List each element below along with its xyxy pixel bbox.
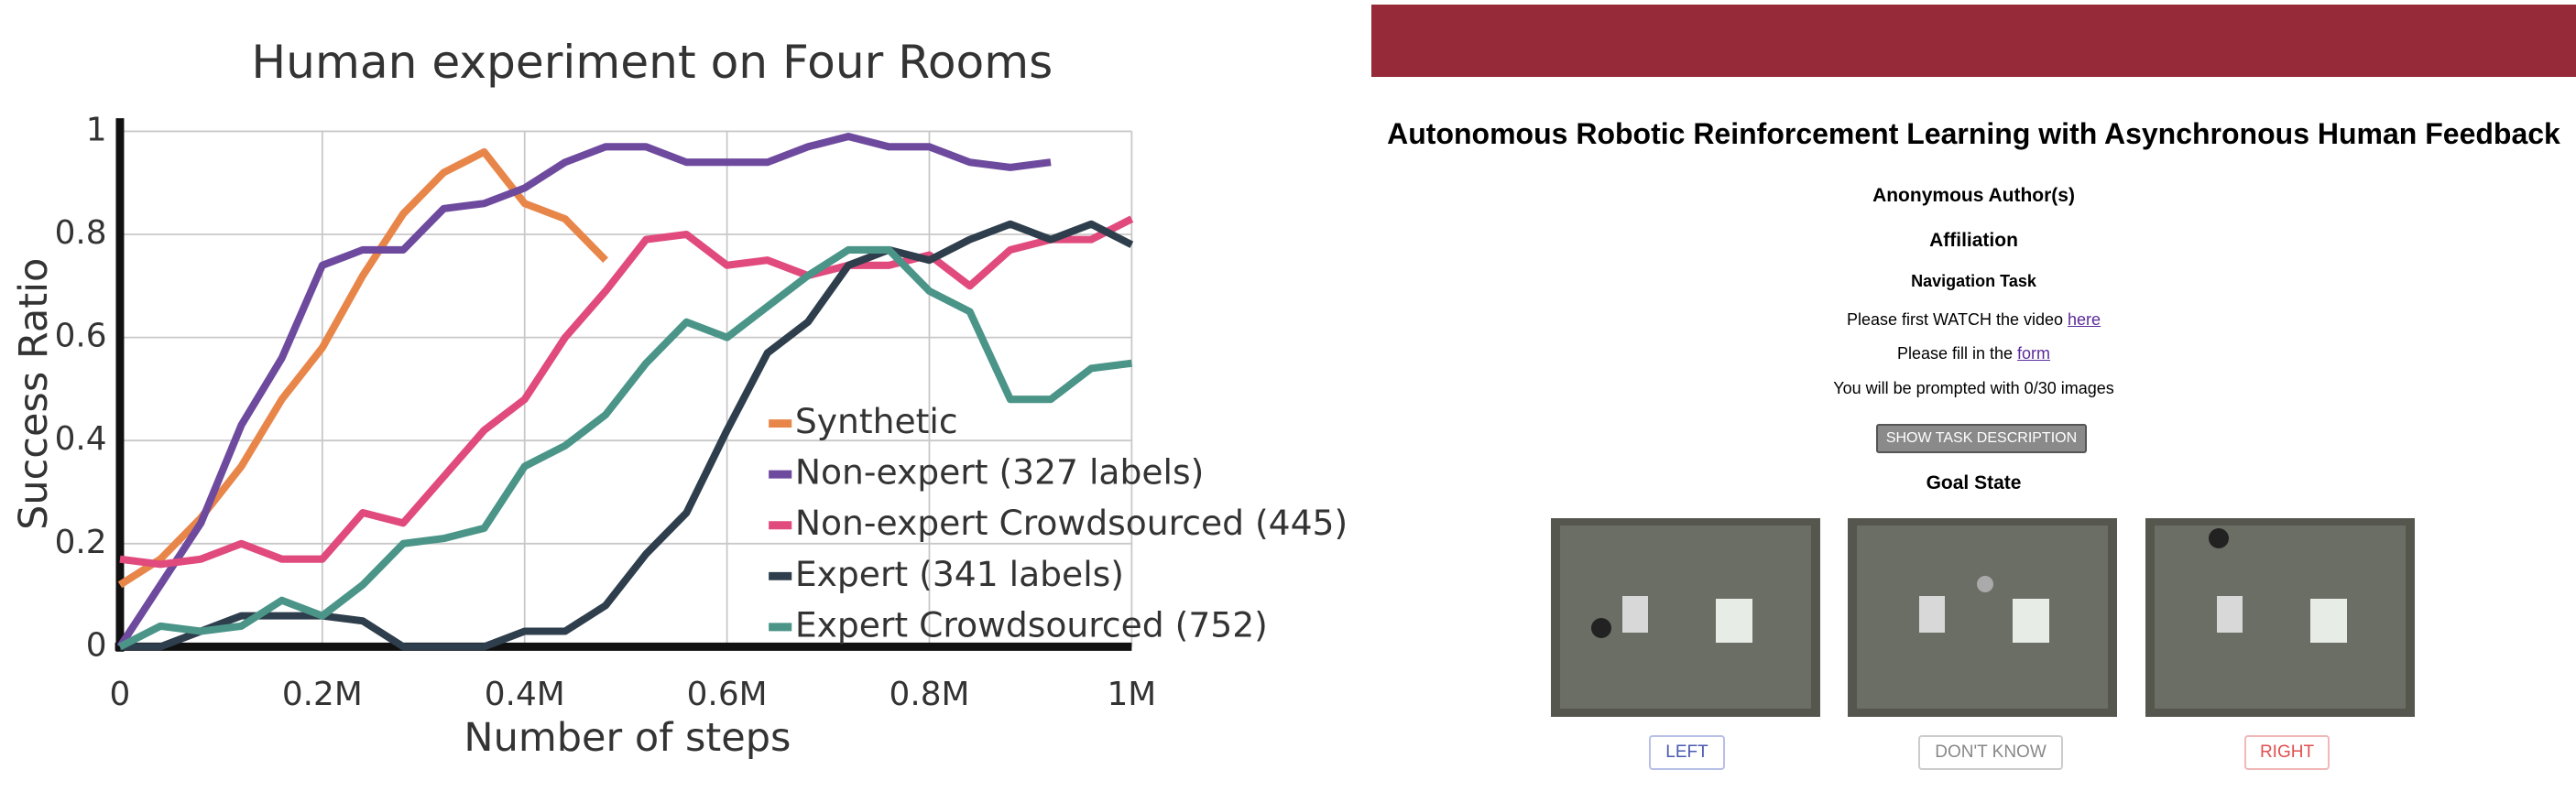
x-tick-label: 0.4M (485, 676, 565, 713)
y-axis-label: Success Ratio (11, 258, 57, 530)
goal-image (1848, 518, 2117, 717)
x-tick-label: 1M (1108, 676, 1157, 713)
legend-label: Synthetic (795, 401, 958, 441)
x-tick-label: 0.6M (687, 676, 768, 713)
dont-know-button[interactable]: DON'T KNOW (1918, 735, 2063, 770)
y-tick-label: 0.2 (55, 524, 107, 561)
legend-label: Expert (341 labels) (795, 554, 1124, 594)
form-text: Please fill in the (1896, 344, 2014, 363)
series-line (119, 220, 1134, 651)
y-tick-label: 0.4 (55, 420, 107, 458)
page-title: Autonomous Robotic Reinforcement Learnin… (1387, 117, 2560, 150)
affiliation: Affiliation (1929, 230, 2018, 251)
right-button[interactable]: RIGHT (2244, 735, 2330, 770)
x-tick-label: 0.2M (282, 676, 363, 713)
legend-label: Non-expert Crowdsourced (445) (795, 503, 1348, 543)
y-tick-label: 0.8 (55, 214, 107, 252)
header-bar (1371, 5, 2576, 77)
form-link[interactable]: form (2017, 344, 2051, 363)
series-line (119, 215, 1134, 569)
video-link[interactable]: here (2068, 310, 2101, 329)
series-line (116, 133, 1052, 649)
prompt-text: You will be prompted with 0/30 images (1833, 379, 2114, 397)
goal-heading: Goal State (1926, 472, 2022, 493)
authors: Anonymous Author(s) (1872, 185, 2075, 206)
y-tick-label: 0 (86, 626, 107, 664)
goal-image (1551, 518, 1820, 717)
form-line: Please fill in the form (1371, 344, 2576, 363)
x-axis-label: Number of steps (464, 715, 791, 761)
watch-text: Please first WATCH the video (1846, 310, 2064, 329)
chart: Human experiment on Four Rooms Number of… (11, 35, 1348, 761)
goal-image (2145, 518, 2415, 717)
y-tick-label: 1 (86, 111, 107, 148)
chart-title: Human experiment on Four Rooms (251, 35, 1053, 89)
left-button[interactable]: LEFT (1649, 735, 1725, 770)
watch-line: Please first WATCH the video here (1371, 310, 2576, 330)
legend-label: Non-expert (327 labels) (795, 452, 1204, 493)
series-line (117, 147, 608, 589)
x-tick-label: 0 (110, 676, 131, 713)
task-name: Navigation Task (1911, 272, 2036, 290)
x-tick-label: 0.8M (890, 676, 970, 713)
y-tick-label: 0.6 (55, 318, 107, 355)
legend-label: Expert Crowdsourced (752) (795, 604, 1268, 645)
series-line (118, 245, 1132, 650)
show-task-button[interactable]: SHOW TASK DESCRIPTION (1876, 424, 2087, 453)
